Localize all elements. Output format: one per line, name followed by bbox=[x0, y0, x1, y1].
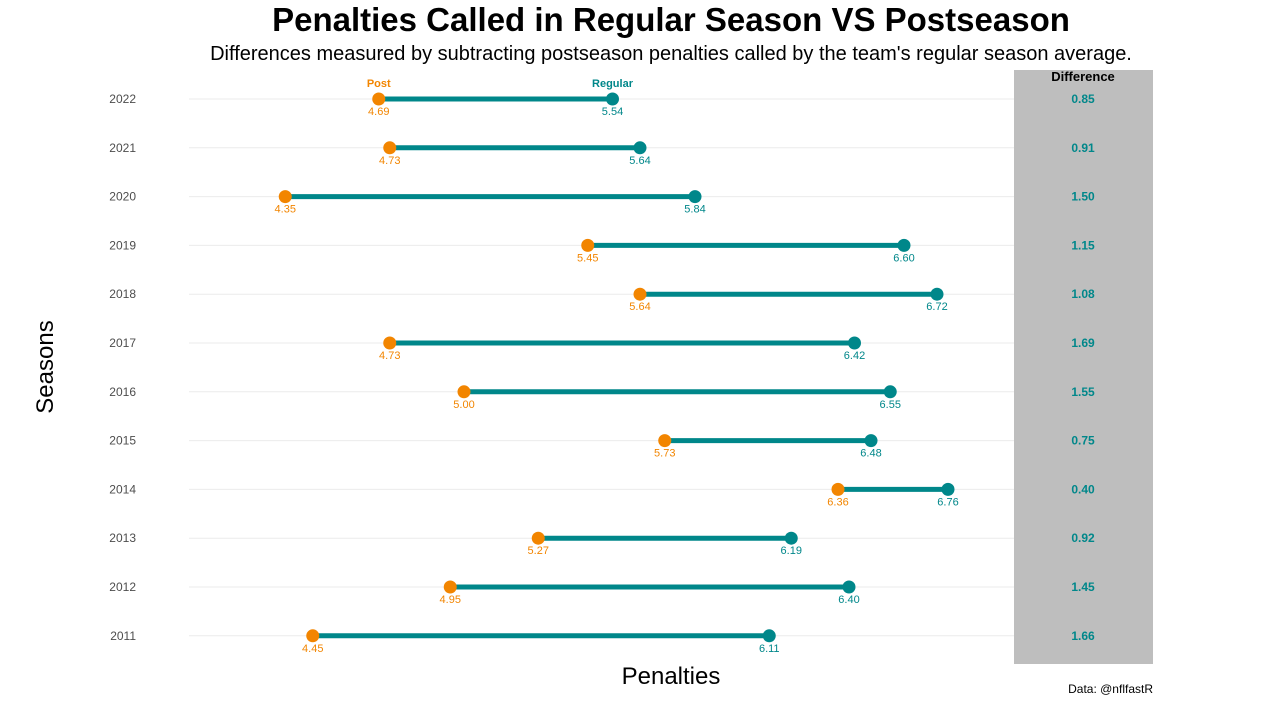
post-point bbox=[443, 580, 457, 594]
regular-point bbox=[897, 238, 911, 252]
post-point bbox=[278, 190, 292, 204]
difference-value: 1.50 bbox=[1071, 190, 1095, 204]
regular-value-label: 6.60 bbox=[893, 252, 914, 264]
y-tick-label: 2015 bbox=[109, 434, 136, 448]
chart-title: Penalties Called in Regular Season VS Po… bbox=[272, 1, 1070, 38]
y-axis-title: Seasons bbox=[32, 320, 59, 413]
y-tick-label: 2022 bbox=[109, 92, 136, 106]
y-tick-label: 2013 bbox=[109, 531, 136, 545]
regular-point bbox=[864, 434, 878, 448]
post-point bbox=[383, 336, 397, 350]
post-value-label: 6.36 bbox=[827, 496, 848, 508]
y-tick-label: 2019 bbox=[109, 238, 136, 252]
y-tick-label: 2016 bbox=[109, 385, 136, 399]
post-point bbox=[306, 629, 320, 643]
difference-value: 1.45 bbox=[1071, 580, 1095, 594]
regular-value-label: 6.11 bbox=[759, 643, 780, 655]
gridlines bbox=[189, 98, 1014, 637]
x-axis-title: Penalties bbox=[622, 663, 721, 690]
post-point bbox=[581, 238, 595, 252]
difference-header: Difference bbox=[1051, 69, 1115, 84]
post-point bbox=[831, 482, 845, 496]
regular-point bbox=[688, 190, 702, 204]
regular-point bbox=[848, 336, 861, 350]
regular-point bbox=[784, 531, 798, 545]
difference-value: 0.92 bbox=[1071, 531, 1095, 545]
regular-value-label: 6.19 bbox=[781, 545, 802, 557]
regular-point bbox=[762, 629, 776, 643]
regular-point bbox=[633, 141, 647, 155]
y-tick-label: 2017 bbox=[109, 336, 136, 350]
post-value-label: 4.35 bbox=[275, 204, 296, 216]
legend-regular-label: Regular bbox=[592, 78, 634, 90]
caption: Data: @nflfastR bbox=[1068, 682, 1153, 696]
regular-value-label: 6.55 bbox=[880, 399, 901, 411]
post-value-label: 4.73 bbox=[379, 350, 400, 362]
post-value-label: 4.95 bbox=[440, 594, 461, 606]
y-tick-label: 2020 bbox=[109, 190, 136, 204]
y-tick-labels: 2022 2021 2020 2019 2018 2017 2016 2015 2014 2013… bbox=[109, 92, 136, 643]
y-tick-label: 2014 bbox=[109, 482, 136, 496]
y-tick-label: 2021 bbox=[109, 141, 136, 155]
post-value-label: 4.73 bbox=[379, 155, 400, 167]
regular-point bbox=[606, 92, 619, 106]
chart-subtitle: Differences measured by subtracting post… bbox=[210, 43, 1132, 65]
dumbbell-points bbox=[278, 92, 955, 643]
post-point bbox=[531, 531, 545, 545]
post-point bbox=[457, 385, 471, 399]
difference-value: 0.91 bbox=[1071, 141, 1095, 155]
regular-value-label: 5.84 bbox=[684, 204, 705, 216]
dumbbell-segments bbox=[285, 96, 948, 639]
y-tick-label: 2018 bbox=[109, 287, 136, 301]
y-tick-label: 2012 bbox=[109, 580, 136, 594]
post-value-label: 5.64 bbox=[629, 301, 650, 313]
post-value-label: 5.00 bbox=[453, 399, 474, 411]
post-point bbox=[658, 434, 672, 448]
regular-value-label: 6.40 bbox=[838, 594, 859, 606]
regular-value-label: 6.48 bbox=[860, 448, 881, 460]
difference-value: 0.85 bbox=[1071, 92, 1095, 106]
post-value-label: 5.45 bbox=[577, 252, 598, 264]
regular-point bbox=[941, 482, 955, 496]
difference-value: 0.40 bbox=[1071, 482, 1095, 496]
regular-value-label: 6.42 bbox=[844, 350, 865, 362]
regular-value-label: 6.76 bbox=[937, 496, 958, 508]
legend-post-label: Post bbox=[367, 78, 391, 90]
difference-values: 0.85 0.91 1.50 1.15 1.08 1.69 1.55 0.75 0.40 0.92… bbox=[1071, 92, 1095, 643]
post-point bbox=[633, 287, 647, 301]
post-point bbox=[372, 92, 386, 106]
difference-value: 1.55 bbox=[1071, 385, 1095, 399]
post-value-label: 5.73 bbox=[654, 448, 675, 460]
post-value-label: 5.27 bbox=[528, 545, 549, 557]
regular-point bbox=[842, 580, 856, 594]
difference-value: 1.66 bbox=[1071, 629, 1095, 643]
difference-panel bbox=[1014, 70, 1153, 664]
regular-point bbox=[883, 385, 897, 399]
difference-value: 0.75 bbox=[1071, 434, 1095, 448]
post-value-label: 4.69 bbox=[368, 106, 389, 118]
regular-value-label: 5.64 bbox=[629, 155, 650, 167]
difference-value: 1.69 bbox=[1071, 336, 1095, 350]
post-value-label: 4.45 bbox=[302, 643, 323, 655]
regular-value-label: 5.54 bbox=[602, 106, 623, 118]
difference-value: 1.08 bbox=[1071, 287, 1095, 301]
regular-point bbox=[930, 287, 944, 301]
post-point bbox=[383, 141, 397, 155]
y-tick-label: 2011 bbox=[110, 629, 136, 643]
difference-value: 1.15 bbox=[1071, 238, 1095, 252]
regular-value-label: 6.72 bbox=[926, 301, 947, 313]
value-labels: 4.69 5.54 4.73 5.64 4.35 5.84 5.45 6.60 5.64 6.72… bbox=[275, 106, 959, 655]
